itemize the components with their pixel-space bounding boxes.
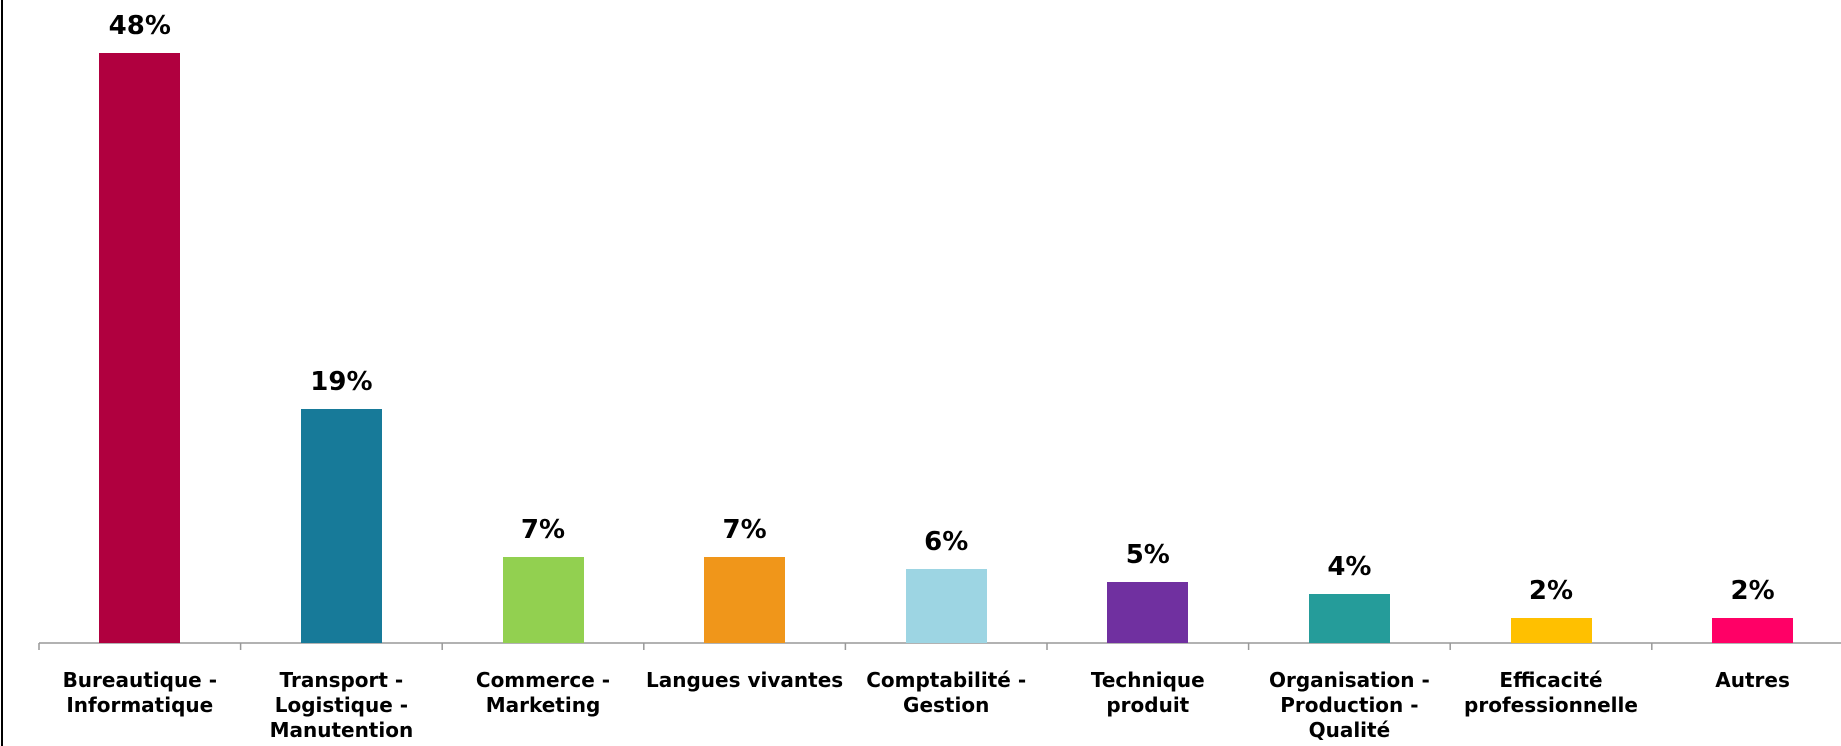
x-tick-label: Langues vivantes xyxy=(646,668,844,692)
bar xyxy=(502,556,584,643)
x-tick-label: Technique produit xyxy=(1090,668,1205,717)
x-tick-label: Bureautique - Informatique xyxy=(62,668,218,717)
value-label: 7% xyxy=(722,514,767,545)
bar xyxy=(704,556,786,643)
bar xyxy=(1308,593,1390,643)
x-tick-label: Efficacité professionnelle xyxy=(1464,668,1638,717)
bar xyxy=(1712,618,1794,643)
value-label: 7% xyxy=(520,514,566,545)
bar xyxy=(1107,581,1189,643)
value-label: 4% xyxy=(1327,551,1372,582)
x-tick-label: Comptabilité - Gestion xyxy=(866,668,1027,717)
value-label: 5% xyxy=(1125,539,1170,570)
x-tick-label: Organisation - Production - Qualité xyxy=(1268,668,1430,742)
value-label: 2% xyxy=(1730,576,1775,607)
x-tick-label: Autres xyxy=(1715,668,1790,692)
bar xyxy=(300,409,382,643)
value-label: 2% xyxy=(1528,576,1574,607)
value-label: 6% xyxy=(924,527,969,558)
value-label: 19% xyxy=(310,367,373,398)
x-tick-label: Transport - Logistique - Manutention xyxy=(269,668,414,742)
value-label: 48% xyxy=(108,11,171,41)
bar xyxy=(1510,618,1592,643)
x-tick-label: Commerce - Marketing xyxy=(475,668,611,717)
bar xyxy=(99,53,181,643)
bar xyxy=(905,569,987,643)
